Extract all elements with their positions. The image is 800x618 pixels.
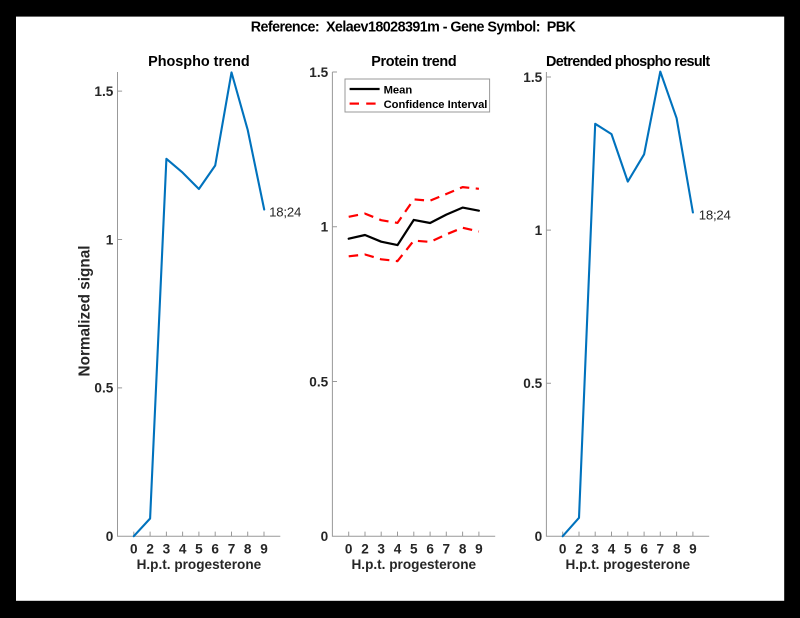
- svg-text:Phospho trend: Phospho trend: [148, 54, 250, 70]
- svg-text:1.5: 1.5: [94, 84, 113, 99]
- svg-text:0.5: 0.5: [94, 381, 113, 396]
- svg-text:2: 2: [575, 542, 583, 557]
- svg-text:Reference: Xelaev18028391m -: Reference: Xelaev18028391m - Gene Symbol…: [251, 20, 577, 36]
- svg-text:Confidence Interval: Confidence Interval: [384, 99, 488, 111]
- svg-text:18;24: 18;24: [269, 204, 301, 219]
- svg-text:0.5: 0.5: [309, 374, 328, 389]
- svg-text:H.p.t. progesterone: H.p.t. progesterone: [137, 557, 262, 572]
- svg-text:H.p.t. progesterone: H.p.t. progesterone: [565, 557, 690, 572]
- svg-text:Protein trend: Protein trend: [371, 54, 456, 70]
- svg-text:1: 1: [321, 220, 329, 235]
- svg-text:3: 3: [163, 542, 171, 557]
- svg-text:7: 7: [657, 542, 665, 557]
- svg-text:6: 6: [426, 542, 434, 557]
- svg-text:0: 0: [321, 529, 329, 544]
- svg-text:3: 3: [591, 542, 599, 557]
- svg-text:1: 1: [106, 232, 114, 247]
- svg-text:4: 4: [608, 542, 616, 557]
- svg-text:2: 2: [146, 542, 154, 557]
- svg-text:Detrended phospho result: Detrended phospho result: [546, 54, 710, 70]
- svg-text:5: 5: [410, 542, 418, 557]
- svg-text:8: 8: [673, 542, 681, 557]
- svg-text:9: 9: [260, 542, 268, 557]
- svg-text:4: 4: [179, 542, 187, 557]
- svg-text:18;24: 18;24: [699, 208, 731, 223]
- svg-text:9: 9: [689, 542, 697, 557]
- svg-text:0: 0: [345, 542, 353, 557]
- svg-text:0: 0: [535, 529, 543, 544]
- svg-text:0: 0: [106, 529, 114, 544]
- svg-text:6: 6: [211, 542, 219, 557]
- svg-text:8: 8: [459, 542, 467, 557]
- svg-text:0.5: 0.5: [523, 376, 542, 391]
- svg-text:1.5: 1.5: [309, 65, 328, 80]
- svg-text:Normalized signal: Normalized signal: [77, 246, 94, 377]
- svg-text:Mean: Mean: [384, 84, 413, 96]
- svg-text:2: 2: [361, 542, 369, 557]
- svg-text:1.5: 1.5: [523, 70, 542, 85]
- svg-text:7: 7: [443, 542, 451, 557]
- svg-text:1: 1: [535, 223, 543, 238]
- svg-text:4: 4: [394, 542, 402, 557]
- svg-text:8: 8: [244, 542, 252, 557]
- svg-text:3: 3: [377, 542, 385, 557]
- svg-text:6: 6: [640, 542, 648, 557]
- svg-text:0: 0: [130, 542, 138, 557]
- svg-text:5: 5: [195, 542, 203, 557]
- svg-text:0: 0: [559, 542, 567, 557]
- svg-text:H.p.t. progesterone: H.p.t. progesterone: [351, 557, 476, 572]
- svg-text:9: 9: [475, 542, 483, 557]
- svg-text:7: 7: [228, 542, 236, 557]
- svg-text:5: 5: [624, 542, 632, 557]
